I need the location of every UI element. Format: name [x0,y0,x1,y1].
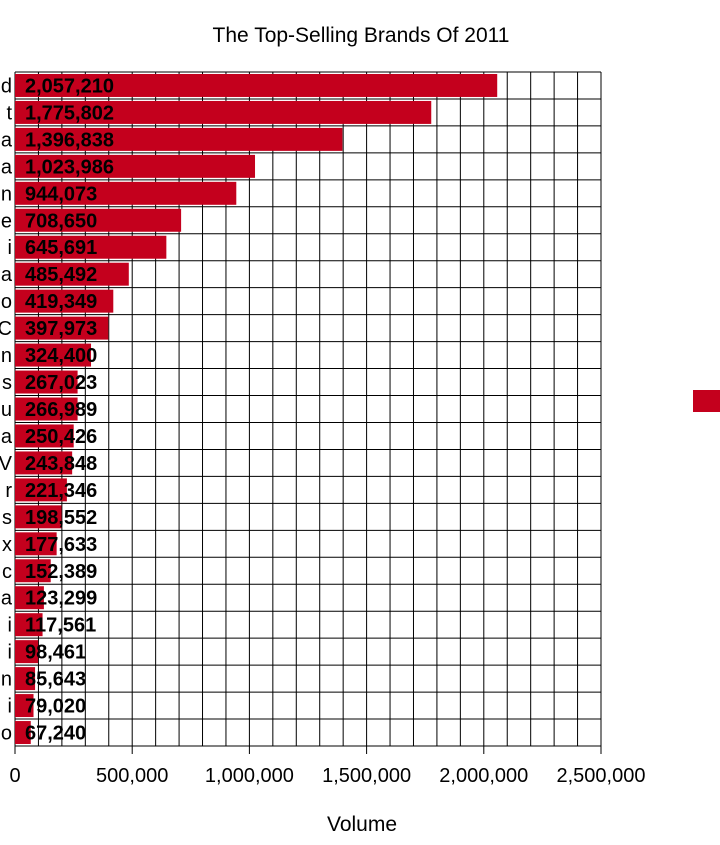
category-label: C [0,318,12,340]
category-label: s [2,507,12,529]
bar [15,478,67,502]
category-label: V [0,453,13,475]
data-label: 221,346 [25,480,97,502]
bar [15,721,31,744]
x-tick-label: 2,000,000 [439,765,528,787]
bar [15,424,74,448]
bar [15,451,73,475]
category-label: i [8,237,12,259]
data-label: 266,989 [25,399,97,421]
legend-swatch [693,390,720,412]
bar [15,316,109,340]
x-tick-label: 500,000 [96,765,168,787]
data-label: 85,643 [25,669,86,691]
category-label: o [1,291,12,313]
data-label: 1,396,838 [25,129,114,151]
category-label: i [8,696,12,718]
bar [15,586,44,610]
bar [15,181,237,205]
data-label: 485,492 [25,264,97,286]
category-label: u [1,399,12,421]
bar [15,370,78,394]
category-label: n [1,183,12,205]
bar [15,613,43,637]
bar [15,127,343,151]
bar [15,532,57,556]
data-label: 79,020 [25,696,86,718]
category-label: e [1,210,12,232]
category-label: a [1,264,13,286]
category-label: a [1,156,13,178]
category-label: x [2,534,12,556]
category-label: t [6,102,12,124]
data-label: 419,349 [25,291,97,313]
data-label: 67,240 [25,723,86,745]
bar [15,559,51,583]
data-label: 645,691 [25,237,97,259]
data-label: 177,633 [25,534,97,556]
category-label: i [8,642,12,664]
bar [15,397,78,421]
data-label: 708,650 [25,210,97,232]
data-label: 944,073 [25,183,97,205]
x-axis-label: Volume [327,813,397,836]
bar [15,154,256,178]
x-tick-label: 0 [9,765,20,787]
category-label: a [1,588,13,610]
data-label: 98,461 [25,642,86,664]
bar [15,694,34,718]
data-label: 117,561 [25,615,96,637]
x-axis-ticks: 0 500,000 1,000,000 1,500,000 2,000,000 2,500… [9,765,645,787]
data-label: 397,973 [25,318,97,340]
data-label: 152,389 [25,561,97,583]
data-label: 198,552 [25,507,97,529]
bar [15,289,114,313]
data-label: 324,400 [25,345,97,367]
x-tick-label: 2,500,000 [557,765,646,787]
x-tick-label: 1,500,000 [322,765,411,787]
data-label: 250,426 [25,426,97,448]
data-labels: 2,057,210 1,775,802 1,396,838 1,023,986 944,… [25,75,114,744]
bars [15,74,498,744]
data-label: 243,848 [25,453,97,475]
x-tick-label: 1,000,000 [205,765,294,787]
data-label: 2,057,210 [25,75,114,97]
category-label: n [1,345,12,367]
category-label: n [1,669,12,691]
bar [15,343,92,367]
category-label: d [1,75,12,97]
category-label: o [1,723,12,745]
chart-title: The Top-Selling Brands Of 2011 [213,24,510,47]
bar [15,100,432,124]
category-label: c [2,561,12,583]
data-label: 1,775,802 [25,102,114,124]
bar [15,74,498,97]
data-label: 267,023 [25,372,97,394]
bar [15,667,36,691]
category-label: i [8,615,12,637]
bar [15,262,129,286]
bar [15,505,62,529]
bar [15,208,182,232]
category-label: r [5,480,12,502]
category-label: s [2,372,12,394]
bar [15,640,39,664]
bar [15,235,167,259]
data-label: 123,299 [25,588,97,610]
data-label: 1,023,986 [25,156,114,178]
category-label: a [1,426,13,448]
category-label: a [1,129,13,151]
